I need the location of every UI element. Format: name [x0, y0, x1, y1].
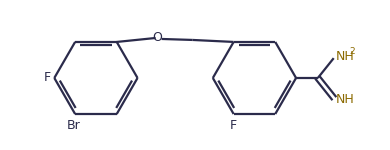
Text: F: F [44, 71, 51, 84]
Text: Br: Br [66, 119, 80, 132]
Text: NH: NH [336, 93, 355, 106]
Text: O: O [153, 32, 163, 44]
Text: F: F [230, 119, 237, 132]
Text: NH: NH [336, 50, 355, 63]
Text: 2: 2 [349, 47, 355, 56]
